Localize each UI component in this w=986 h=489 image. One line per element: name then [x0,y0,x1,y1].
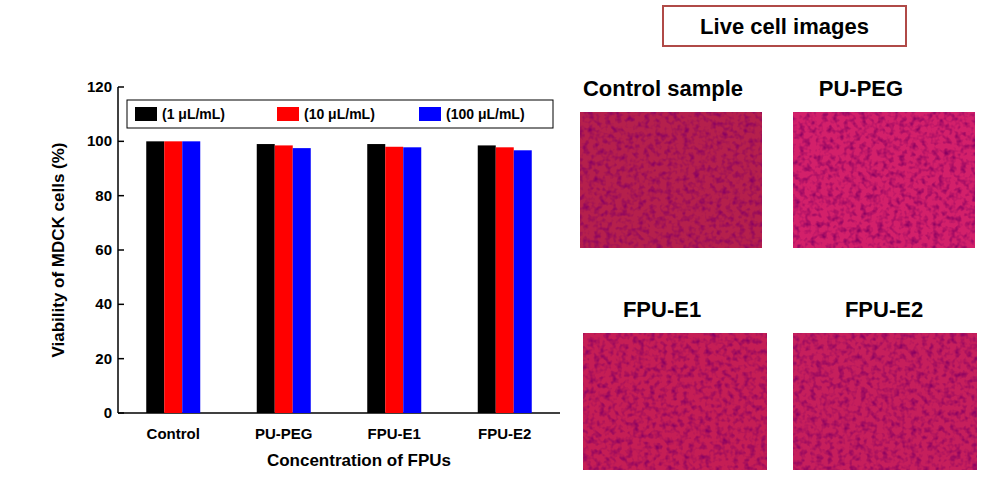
cell-image [793,112,975,248]
cell-image-texture [793,112,975,248]
legend-swatch [419,107,441,121]
bar [257,144,275,413]
y-tick [118,195,124,197]
y-tick-label: 40 [95,295,112,312]
cell-image-label: FPU-E2 [845,297,923,322]
panel-title: Live cell images [700,14,869,39]
legend-box [127,100,553,128]
y-tick-label: 80 [95,187,112,204]
y-tick-label: 120 [87,78,112,95]
y-tick [118,86,124,88]
cell-image [580,112,762,248]
y-tick-label: 0 [104,404,112,421]
y-tick [118,141,124,143]
cell-image-texture [583,333,767,470]
x-axis-label: Concentration of FPUs [267,451,451,470]
bar [146,141,164,413]
bar [293,148,311,413]
bar [164,141,182,413]
x-tick-label: PU-PEG [255,425,313,442]
bar [367,144,385,413]
x-tick-label: Control [147,425,200,442]
legend-label: (1 μL/mL) [162,106,225,122]
cell-image-label: FPU-E1 [623,297,701,322]
bar [496,147,514,413]
cell-image [793,333,977,470]
bar [478,145,496,413]
bar [385,147,403,413]
x-tick-label: FPU-E2 [478,425,531,442]
bar [182,141,200,413]
y-axis-label: Viability of MDCK cells (%) [49,142,68,357]
cell-image-texture [793,333,977,470]
canvas: 0 20 40 60 80 100 120 Control PU-PEG FPU-E1 FPU-E2… [0,0,986,489]
y-tick [118,412,124,414]
page: {"chart_data": {"type": "bar", "x_label"… [0,0,986,489]
y-tick-label: 100 [87,132,112,149]
bars [146,141,532,413]
legend-swatch [135,107,157,121]
y-tick [118,249,124,251]
cell-image-label: Control sample [583,76,743,101]
y-tick [118,358,124,360]
y-tick-label: 20 [95,350,112,367]
panel-title-box [663,6,906,46]
bar [403,147,421,413]
y-tick-label: 60 [95,241,112,258]
bar [514,150,532,413]
x-tick-label: FPU-E1 [368,425,421,442]
cell-image [583,333,767,470]
cell-image-texture [580,112,762,248]
legend-swatch [277,107,299,121]
bar [275,145,293,413]
cell-image-label: PU-PEG [819,76,903,101]
legend-label: (10 μL/mL) [304,106,375,122]
legend-label: (100 μL/mL) [446,106,525,122]
y-tick [118,304,124,306]
